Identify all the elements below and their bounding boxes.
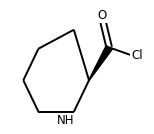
Polygon shape [89,46,112,80]
Text: O: O [97,9,106,22]
Text: NH: NH [57,114,74,127]
Text: Cl: Cl [131,49,143,62]
